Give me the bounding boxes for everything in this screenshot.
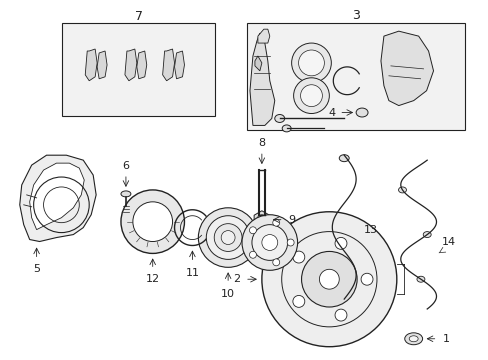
Circle shape bbox=[292, 251, 304, 263]
Text: 11: 11 bbox=[185, 268, 199, 278]
Polygon shape bbox=[97, 51, 107, 79]
Circle shape bbox=[360, 273, 372, 285]
Circle shape bbox=[293, 78, 328, 113]
Text: 13: 13 bbox=[364, 225, 377, 235]
Text: 9: 9 bbox=[287, 215, 295, 225]
Circle shape bbox=[251, 225, 287, 260]
Polygon shape bbox=[124, 49, 137, 81]
Polygon shape bbox=[249, 33, 274, 125]
Circle shape bbox=[272, 259, 279, 266]
Text: 3: 3 bbox=[351, 9, 359, 22]
Text: 5: 5 bbox=[33, 264, 40, 274]
Polygon shape bbox=[257, 29, 269, 43]
Ellipse shape bbox=[339, 155, 348, 162]
Polygon shape bbox=[137, 51, 146, 79]
Ellipse shape bbox=[121, 191, 131, 197]
Ellipse shape bbox=[274, 114, 284, 122]
Ellipse shape bbox=[355, 108, 367, 117]
Ellipse shape bbox=[398, 187, 406, 193]
Ellipse shape bbox=[282, 125, 290, 132]
Polygon shape bbox=[174, 51, 184, 79]
Text: 1: 1 bbox=[442, 334, 449, 344]
Circle shape bbox=[286, 239, 293, 246]
Circle shape bbox=[272, 219, 279, 226]
Ellipse shape bbox=[423, 231, 430, 238]
Circle shape bbox=[214, 224, 242, 251]
Circle shape bbox=[249, 251, 256, 258]
Circle shape bbox=[249, 227, 256, 234]
Text: 7: 7 bbox=[135, 10, 142, 23]
Polygon shape bbox=[30, 163, 84, 230]
Text: 14: 14 bbox=[441, 237, 455, 247]
Ellipse shape bbox=[416, 276, 424, 282]
Circle shape bbox=[334, 309, 346, 321]
Polygon shape bbox=[254, 56, 262, 71]
Text: 4: 4 bbox=[328, 108, 335, 117]
Circle shape bbox=[319, 269, 339, 289]
Circle shape bbox=[301, 251, 356, 307]
Text: 12: 12 bbox=[145, 274, 160, 284]
Text: 6: 6 bbox=[122, 161, 129, 171]
Ellipse shape bbox=[404, 333, 422, 345]
Circle shape bbox=[292, 296, 304, 307]
Circle shape bbox=[206, 216, 249, 260]
Circle shape bbox=[291, 43, 331, 83]
Circle shape bbox=[298, 50, 324, 76]
Circle shape bbox=[242, 215, 297, 270]
Text: 8: 8 bbox=[258, 138, 265, 148]
Circle shape bbox=[262, 235, 277, 251]
Polygon shape bbox=[20, 155, 96, 242]
Circle shape bbox=[256, 215, 266, 225]
Bar bbox=[246, 23, 464, 130]
Circle shape bbox=[198, 208, 257, 267]
Text: 10: 10 bbox=[221, 289, 235, 299]
Circle shape bbox=[133, 202, 172, 242]
Circle shape bbox=[300, 85, 322, 107]
Polygon shape bbox=[380, 31, 433, 105]
Polygon shape bbox=[85, 49, 97, 81]
Ellipse shape bbox=[408, 336, 417, 342]
Bar bbox=[62, 23, 215, 116]
Circle shape bbox=[262, 212, 396, 347]
Polygon shape bbox=[163, 49, 174, 81]
Text: 2: 2 bbox=[233, 274, 240, 284]
Circle shape bbox=[334, 237, 346, 249]
Circle shape bbox=[121, 190, 184, 253]
Circle shape bbox=[221, 231, 235, 244]
